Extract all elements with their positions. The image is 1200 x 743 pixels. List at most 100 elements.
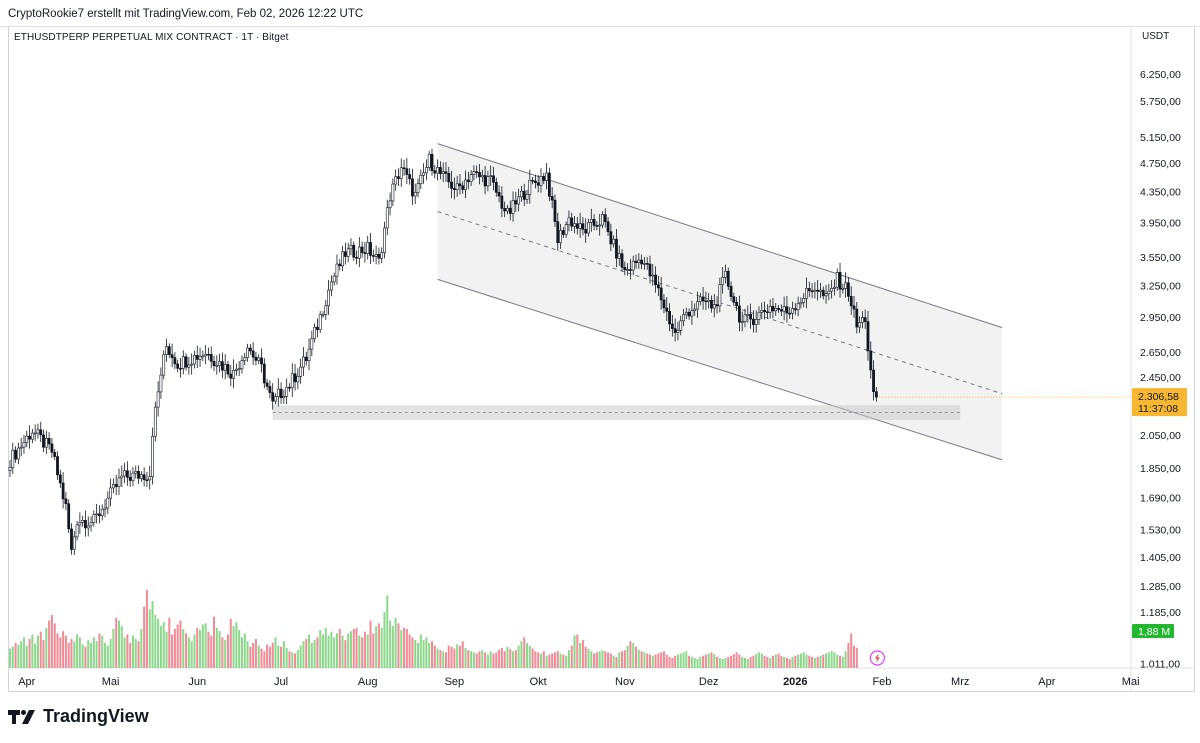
candle-body — [852, 305, 856, 310]
volume-bar — [187, 637, 190, 668]
volume-bar — [763, 655, 766, 668]
volume-bar — [338, 628, 341, 668]
candle-body — [67, 503, 71, 530]
candle-body — [830, 288, 834, 292]
volume-bar — [623, 650, 626, 668]
volume-bar — [741, 656, 744, 668]
volume-bar — [808, 655, 811, 668]
tradingview-logo[interactable]: TradingView — [8, 706, 149, 727]
candle-body — [265, 382, 269, 387]
volume-bar — [260, 648, 263, 668]
candle-body — [651, 274, 655, 277]
volume-bar — [822, 654, 825, 668]
candle-body — [696, 301, 699, 310]
candle-body — [366, 242, 370, 254]
candle-body — [712, 304, 716, 309]
candle-body — [394, 176, 398, 185]
candle-body — [302, 356, 305, 368]
candle-body — [536, 182, 540, 186]
candle-body — [173, 357, 177, 365]
candle-body — [92, 514, 96, 523]
candle-body — [56, 456, 59, 476]
candle-body — [416, 183, 420, 193]
time-axis-tick: Mai — [102, 676, 120, 688]
candle-body — [162, 354, 166, 376]
volume-bar — [841, 656, 844, 668]
candle-body — [109, 487, 113, 499]
volume-bar — [570, 645, 573, 668]
candle-body — [874, 391, 878, 398]
volume-bar — [590, 651, 593, 668]
candle-body — [765, 311, 769, 314]
volume-bar — [204, 623, 207, 668]
volume-bar — [648, 654, 651, 668]
candle-body — [841, 288, 845, 290]
candle-body — [821, 289, 825, 297]
candle-body — [796, 303, 800, 311]
currency-label[interactable]: USDT — [1142, 31, 1170, 42]
candle-body — [819, 289, 822, 292]
symbol-title[interactable]: ETHUSDTPERP PERPETUAL MIX CONTRACT · 1T … — [14, 32, 289, 43]
candle-body — [520, 190, 523, 198]
volume-bar — [528, 645, 531, 668]
volume-bar — [553, 652, 556, 668]
candle-body — [28, 435, 31, 440]
candle-body — [710, 300, 713, 309]
volume-bar — [73, 641, 76, 668]
time-axis-tick: Mrz — [951, 676, 969, 688]
volume-bar — [607, 652, 610, 668]
volume-bar — [690, 656, 693, 668]
candle-body — [866, 321, 870, 352]
volume-bar — [855, 647, 858, 668]
volume-bar — [327, 635, 330, 668]
volume-bar — [724, 657, 727, 668]
volume-bar — [358, 635, 361, 668]
candle-body — [86, 525, 90, 529]
price-axis-tick: 1.011,00 — [1140, 659, 1180, 671]
volume-bar — [414, 640, 417, 668]
lightning-event-icon[interactable] — [869, 650, 885, 666]
volume-bar — [377, 623, 380, 668]
volume-bar — [813, 657, 816, 668]
volume-bar — [643, 652, 646, 668]
candle-body — [729, 286, 733, 297]
candle-body — [757, 311, 761, 320]
volume-bar — [732, 654, 735, 668]
candle-body — [316, 326, 319, 330]
volume-bar — [333, 637, 336, 668]
volume-bar — [847, 642, 850, 668]
candle-body — [858, 322, 861, 328]
candle-body — [25, 435, 29, 443]
candle-body — [293, 373, 297, 383]
candle-body — [489, 175, 493, 178]
volume-bar — [503, 651, 506, 668]
event-icon-bolt — [874, 653, 880, 663]
volume-bar — [464, 647, 467, 668]
price-axis-tick: 2.050,00 — [1140, 430, 1181, 442]
volume-bar — [651, 655, 654, 668]
candle-body — [581, 223, 585, 230]
candle-body — [483, 175, 487, 187]
candle-body — [84, 520, 87, 529]
candle-body — [257, 357, 261, 361]
candle-body — [668, 311, 671, 325]
volume-bar — [539, 653, 542, 668]
candle-body — [869, 350, 873, 371]
candle-body — [313, 326, 317, 340]
candle-body — [399, 167, 403, 179]
volume-bar — [771, 655, 774, 668]
volume-bar — [386, 595, 389, 668]
candle-body — [338, 263, 342, 267]
volume-bar — [391, 626, 394, 668]
volume-bar — [537, 652, 540, 668]
candle-body — [276, 388, 280, 397]
volume-bar — [433, 645, 436, 668]
candle-body — [525, 194, 529, 200]
candle-body — [676, 330, 680, 333]
volume-bar — [688, 655, 691, 668]
candle-body — [564, 224, 568, 235]
volume-bar — [137, 641, 140, 668]
candle-body — [455, 183, 459, 191]
candle-body — [637, 259, 641, 263]
